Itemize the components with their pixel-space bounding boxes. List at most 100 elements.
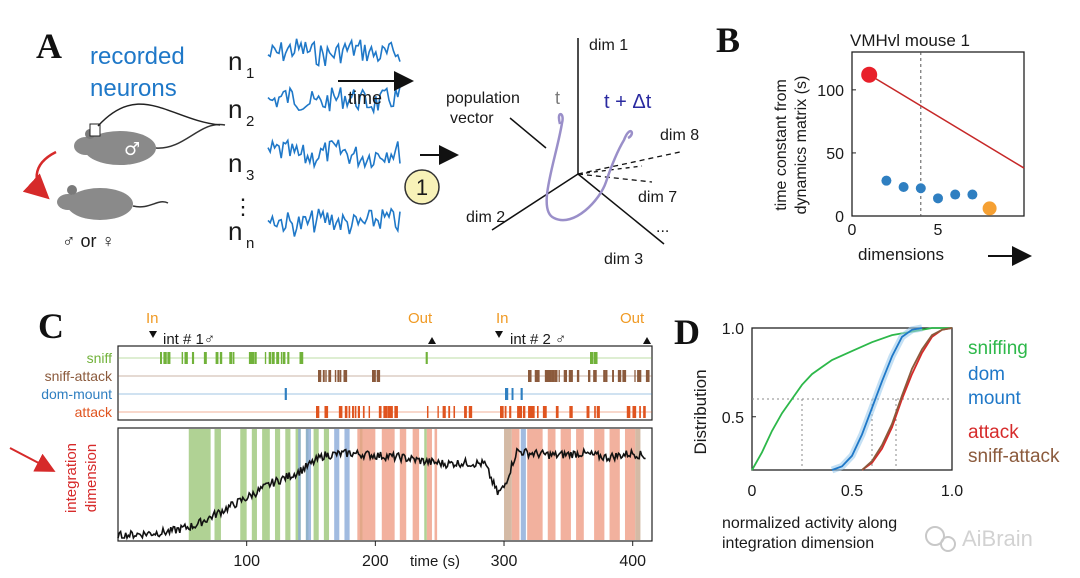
neuron-trace-2 [267,85,401,115]
pop-vector-pointer [509,117,547,149]
d-curve-sniff-attack [861,327,953,471]
c-integration-line [117,446,646,541]
svg-text:1: 1 [246,65,254,82]
d-ytick-label: 1.0 [722,321,744,338]
neuron-trace-3 [267,138,401,170]
c-event-tick [605,370,608,382]
svg-text:n: n [228,148,242,178]
c-event-tick [576,370,580,382]
c-behavior-band [323,429,330,540]
b-ytick-label: 50 [826,146,844,163]
state-space-axes [491,38,681,245]
c-event-tick [500,406,504,418]
c-row-label-attack: attack [75,404,113,420]
c-event-tick [522,406,526,418]
c-event-tick [328,370,332,382]
c-event-tick [544,370,549,382]
c-event-tick [343,370,348,382]
in-label-1: In [146,310,159,327]
d-xtick-label: 1.0 [941,483,963,500]
c-event-tick [372,370,376,382]
t-dt-label: t + Δt [604,91,652,113]
dim2-label: dim 2 [466,209,505,226]
c-event-tick [448,406,451,418]
mouse-top-icon: ♂ [74,103,226,165]
c-event-tick [551,370,555,382]
c-behavior-band [344,429,350,540]
c-event-tick [191,352,195,364]
c-behavior-band [214,429,221,540]
c-row-label-sniff-attack: sniff-attack [45,368,113,384]
sex-label: ♂ or ♀ [62,231,115,251]
c-behavior-band [262,429,270,540]
c-event-tick [378,406,382,418]
c-event-tick [271,352,275,364]
c-event-tick [362,406,365,418]
d-ytick-label: 0.5 [722,410,744,427]
c-event-tick [590,352,594,364]
c-event-tick [511,388,514,400]
c-event-tick [453,406,456,418]
c-behavior-band [285,429,291,540]
b-point [933,193,943,204]
c-event-tick [248,352,253,364]
c-behavior-band [609,429,620,540]
b-point [967,189,978,200]
c-event-tick [426,406,429,418]
c-event-tick [160,352,163,364]
c-behavior-band [274,429,281,540]
c-behavior-band [381,429,395,540]
int1-label: int # 1♂ [163,331,215,348]
time-label: time [348,88,382,108]
c-event-tick [568,370,573,382]
step-circle [404,169,440,205]
c-behavior-band [424,429,427,540]
c-xtick-label: 200 [362,553,389,570]
c-event-tick [254,352,257,364]
b-title: VMHvl mouse 1 [850,31,970,50]
c-event-tick [282,352,286,364]
c-behavior-band [511,429,520,540]
c-event-tick [594,406,596,418]
c-raster [117,345,653,421]
in-marker-2-icon [495,331,503,338]
c-behavior-band [357,429,376,540]
c-event-tick [542,406,547,418]
c-event-tick [536,406,539,418]
c-event-tick [617,370,622,382]
watermark: AiBrain [925,526,1033,552]
c-event-tick [357,406,361,418]
c-behavior-band [313,429,319,540]
c-xlabel: time (s) [410,553,460,570]
c-ylabel-2: dimension [83,444,100,512]
c-event-tick [622,370,627,382]
c-xtick-label: 400 [619,553,646,570]
d-legend-mount: mount [968,388,1022,409]
b-point [982,201,997,216]
out-label-2: Out [620,310,645,327]
c-event-tick [639,370,642,382]
b-ytick-label: 0 [835,209,844,226]
c-event-tick [389,406,393,418]
c-event-tick [648,370,650,382]
dim-ellipsis-label: ... [656,219,669,236]
c-behavior-band [520,429,526,540]
d-xtick-label: 0 [748,483,757,500]
b-ytick-label: 100 [817,83,844,100]
c-red-arrow-icon [9,447,56,472]
c-event-tick [394,406,398,418]
d-legend-dom: dom [968,364,1005,385]
c-behavior-band [251,429,257,540]
int2-label: int # 2 ♂ [510,331,566,348]
c-event-tick [215,352,219,364]
c-event-tick [383,406,388,418]
c-event-tick [334,370,337,382]
c-behavior-band [594,429,605,540]
c-event-tick [232,352,235,364]
c-event-tick [520,406,523,418]
svg-text:2: 2 [246,113,254,130]
c-event-tick [318,370,322,382]
panel-label-d: D [674,312,700,352]
c-behavior-band [560,429,571,540]
